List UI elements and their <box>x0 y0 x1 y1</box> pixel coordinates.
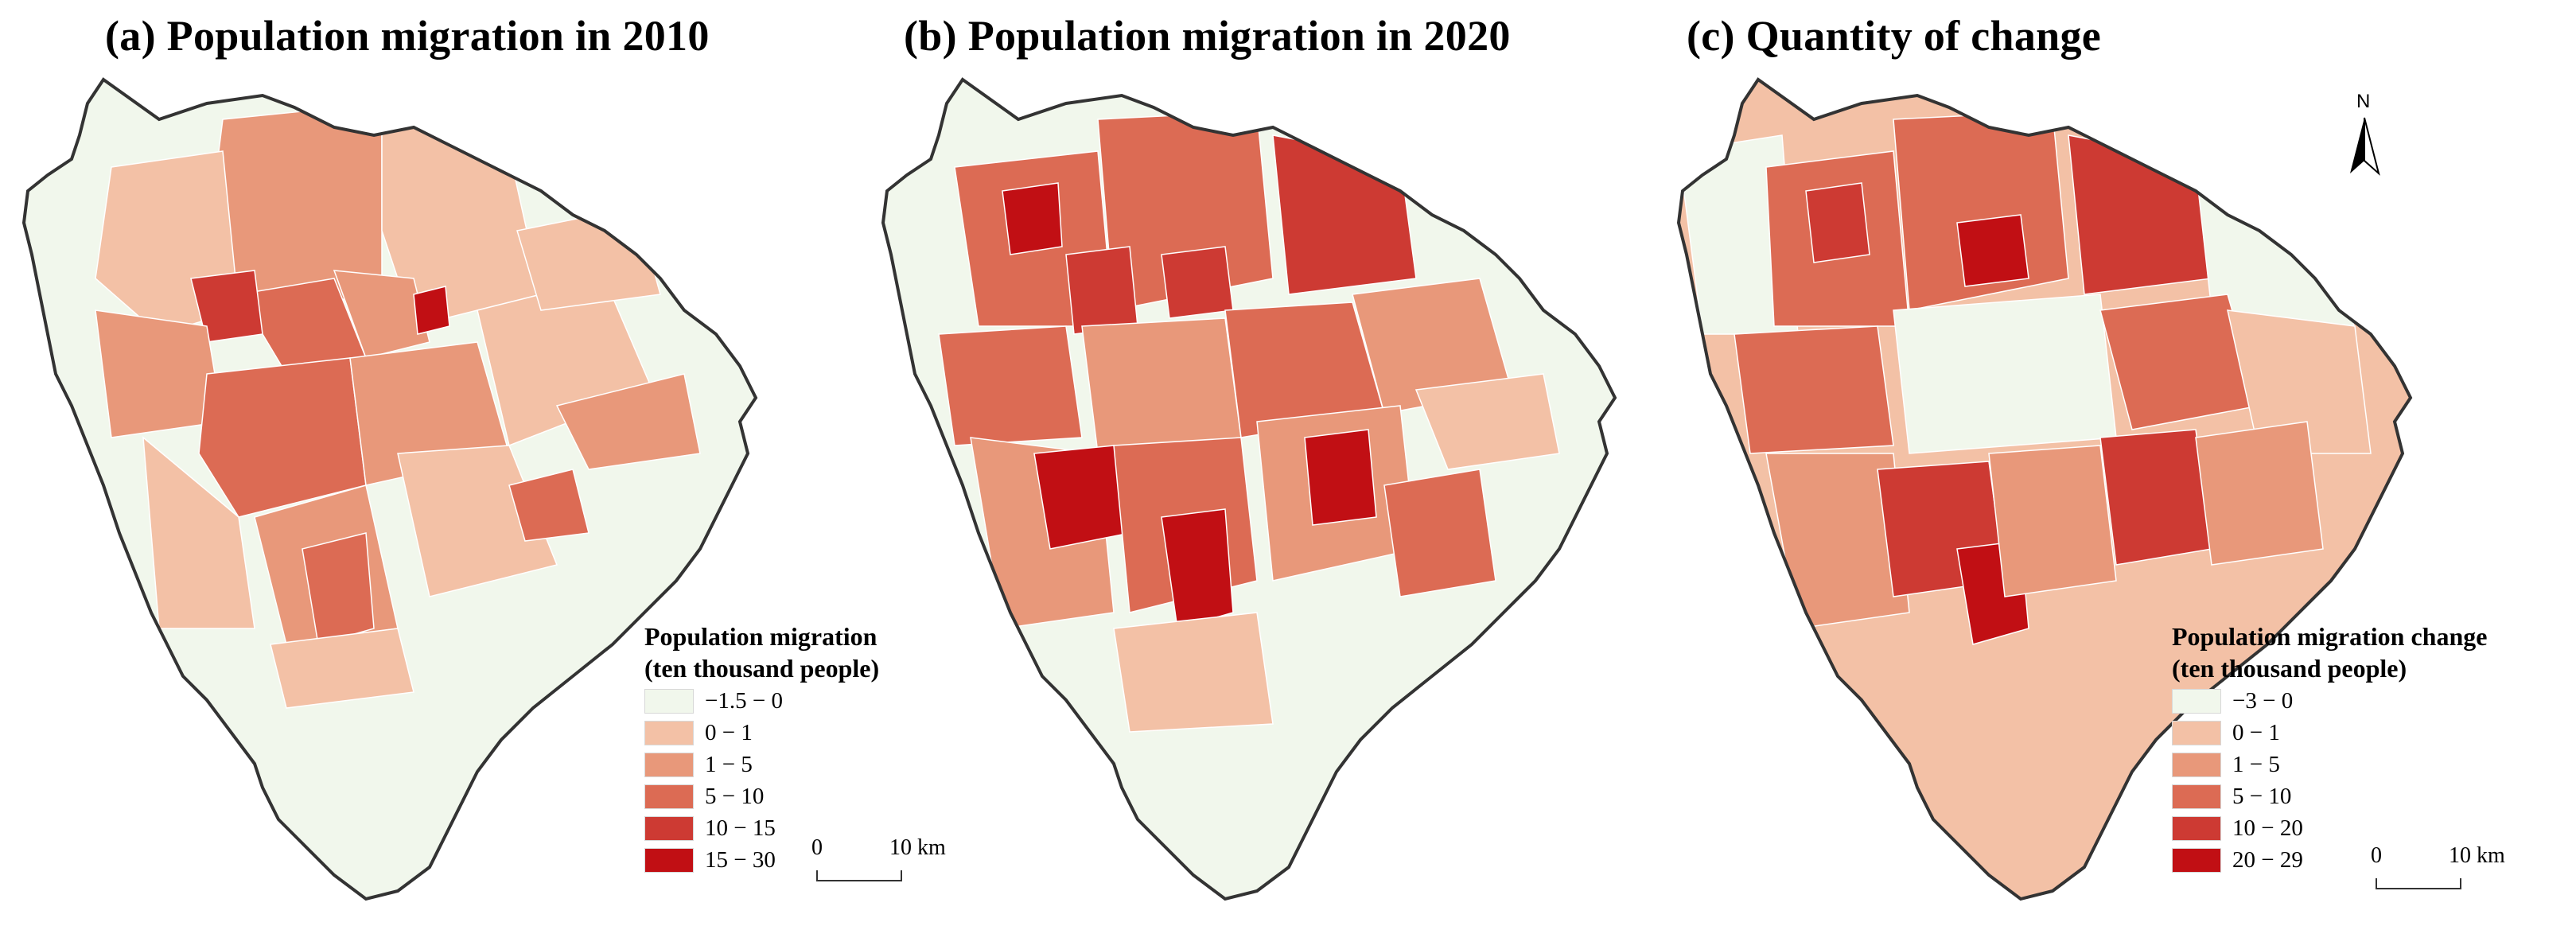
scale-zero-label: 0 <box>811 835 823 860</box>
scale-bar-line <box>2376 878 2461 889</box>
legend-label: 1 − 5 <box>705 751 753 777</box>
scale-distance-label: 10 km <box>889 835 946 860</box>
map-panel-2020: (b) Population migration in 2020 <box>859 0 1655 926</box>
choropleth-map-2010 <box>22 78 757 901</box>
legend-change: Population migration change (ten thousan… <box>2172 621 2487 875</box>
legend-row: −1.5 − 0 <box>644 686 879 716</box>
legend-title: Population migration <box>644 622 877 651</box>
regions-2020 <box>938 111 1560 733</box>
legend-label: 0 − 1 <box>705 719 753 745</box>
legend-label: 10 − 15 <box>705 815 776 841</box>
legend-label: 0 − 1 <box>2232 719 2280 745</box>
regions-2010 <box>95 103 701 709</box>
legend-label: 5 − 10 <box>2232 783 2292 809</box>
legend-swatch <box>644 752 694 777</box>
scale-zero-label: 0 <box>2371 843 2382 868</box>
scale-bar-line <box>816 870 902 881</box>
panel-title: (a) Population migration in 2010 <box>105 12 710 60</box>
legend-row: 15 − 30 <box>644 845 879 875</box>
legend-swatch <box>644 688 694 714</box>
legend-label: 1 − 5 <box>2232 751 2280 777</box>
scale-distance-label: 10 km <box>2449 843 2505 868</box>
legend-items: −3 − 0 0 − 1 1 − 5 5 − 10 10 − 20 20 − 29 <box>2172 686 2487 875</box>
legend-swatch <box>644 815 694 841</box>
legend-swatch <box>2172 688 2221 714</box>
choropleth-map-2020 <box>881 78 1617 901</box>
panel-title: (b) Population migration in 2020 <box>904 12 1511 60</box>
choropleth-map-change <box>1677 78 2412 901</box>
legend-swatch <box>2172 720 2221 745</box>
legend-swatch <box>644 720 694 745</box>
legend-row: 5 − 10 <box>644 781 879 811</box>
legend-items: −1.5 − 0 0 − 1 1 − 5 5 − 10 10 − 15 15 − 30 <box>644 686 879 875</box>
legend-label: 15 − 30 <box>705 846 776 873</box>
map-panel-2010: (a) Population migration in 2010 <box>0 0 946 926</box>
legend-swatch <box>2172 784 2221 809</box>
legend-swatch <box>2172 815 2221 841</box>
legend-label: 10 − 20 <box>2232 815 2303 841</box>
legend-2010: Population migration (ten thousand peopl… <box>644 621 879 875</box>
legend-row: −3 − 0 <box>2172 686 2487 716</box>
legend-row: 5 − 10 <box>2172 781 2487 811</box>
legend-title: Population migration change <box>2172 622 2488 651</box>
north-arrow-icon: N <box>2345 91 2383 185</box>
panel-title: (c) Quantity of change <box>1687 12 2102 60</box>
legend-swatch <box>2172 847 2221 873</box>
legend-row: 10 − 15 <box>644 813 879 843</box>
legend-label: −3 − 0 <box>2232 687 2294 714</box>
map-panel-change: (c) Quantity of change <box>1655 0 2576 926</box>
legend-swatch <box>2172 752 2221 777</box>
legend-row: 0 − 1 <box>644 718 879 748</box>
legend-swatch <box>644 784 694 809</box>
legend-label: −1.5 − 0 <box>705 687 783 714</box>
legend-row: 1 − 5 <box>644 749 879 780</box>
legend-swatch <box>644 847 694 873</box>
legend-row: 1 − 5 <box>2172 749 2487 780</box>
legend-label: 5 − 10 <box>705 783 765 809</box>
north-label: N <box>2356 91 2371 112</box>
legend-row: 10 − 20 <box>2172 813 2487 843</box>
legend-label: 20 − 29 <box>2232 846 2303 873</box>
legend-title-units: (ten thousand people) <box>644 654 880 683</box>
north-arrow-shape <box>2350 117 2380 176</box>
legend-title-units: (ten thousand people) <box>2172 654 2407 683</box>
legend-row: 0 − 1 <box>2172 718 2487 748</box>
legend-row: 20 − 29 <box>2172 845 2487 875</box>
